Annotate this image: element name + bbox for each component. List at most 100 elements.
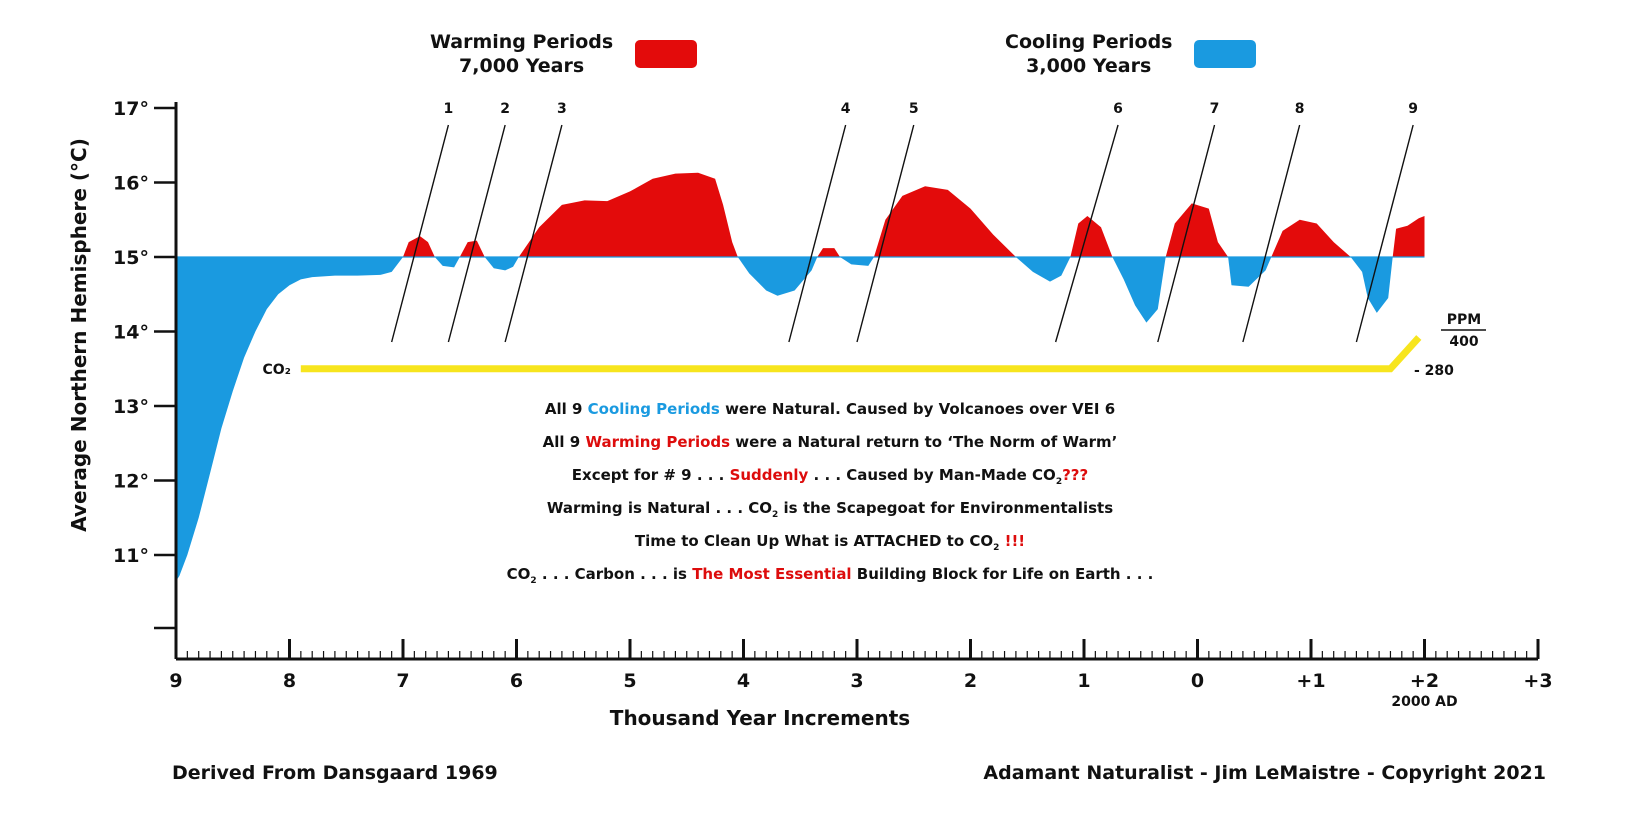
x-tick-label-11: +2: [1410, 670, 1439, 692]
co2-line: [300, 335, 1422, 373]
warming-area-7: [817, 248, 840, 257]
cooling-area-14: [1228, 257, 1272, 287]
marker-line-3: [504, 124, 563, 343]
marker-line-2: [447, 124, 506, 343]
y-tick-label-0: 17°: [113, 98, 149, 120]
annotation-1b: Cooling Periods: [587, 400, 720, 418]
annotation-line-2: All 9 Warming Periods were a Natural ret…: [430, 432, 1230, 452]
annotation-line-1: All 9 Cooling Periods were Natural. Caus…: [430, 399, 1230, 419]
warming-area-17: [1392, 216, 1425, 257]
annotation-2b: Warming Periods: [585, 433, 731, 451]
x-tick-label-0: 9: [169, 670, 182, 692]
marker-label-3: 3: [557, 101, 567, 117]
legend-cooling-swatch: [1194, 40, 1257, 68]
cooling-area-12: [1112, 257, 1166, 323]
x-tick-label-12: +3: [1523, 670, 1552, 692]
legend-cooling-label: Cooling Periods 3,000 Years: [1005, 30, 1172, 78]
x-tick-label-7: 2: [964, 670, 977, 692]
annotation-5b: !!!: [999, 532, 1026, 550]
annotation-2a: All 9: [542, 433, 586, 451]
legend-warming: Warming Periods 7,000 Years: [430, 30, 698, 78]
x-tick-label-1: 8: [283, 670, 296, 692]
y-tick-label-2: 15°: [113, 247, 149, 269]
x-tick-label-5: 4: [737, 670, 750, 692]
cooling-area-0: [176, 257, 403, 582]
cooling-area-2: [434, 257, 460, 268]
annotation-3b: Suddenly: [729, 466, 809, 484]
y-tick-label-5: 12°: [113, 471, 149, 493]
annotation-4a: Warming is Natural . . . CO: [546, 499, 773, 517]
marker-label-5: 5: [909, 101, 919, 117]
y-tick-label-4: 13°: [113, 396, 149, 418]
annotation-6d: Building Block for Life on Earth . . .: [851, 565, 1154, 583]
marker-label-6: 6: [1113, 101, 1123, 117]
annotation-3c: . . . Caused by Man-Made CO: [808, 466, 1056, 484]
marker-label-8: 8: [1295, 101, 1305, 117]
x-tick-label-2: 7: [396, 670, 409, 692]
cooling-area-4: [484, 257, 519, 271]
legend-warming-title: Warming Periods: [430, 31, 614, 53]
y-tick-label-3: 14°: [113, 322, 149, 344]
annotation-3d: ???: [1062, 466, 1089, 484]
annotation-6-sub: 2: [530, 576, 537, 586]
footer-copyright: Adamant Naturalist - Jim LeMaistre - Cop…: [983, 762, 1546, 784]
marker-line-4: [788, 124, 847, 343]
annotation-6a: CO: [506, 565, 531, 583]
marker-label-9: 9: [1408, 101, 1418, 117]
y-tick-label-6: 11°: [113, 545, 149, 567]
co2-label: CO₂: [263, 362, 291, 378]
warming-area-11: [1070, 216, 1113, 257]
marker-line-6: [1054, 124, 1119, 343]
x-note-2000ad: 2000 AD: [1391, 694, 1457, 710]
warming-area-15: [1271, 219, 1351, 257]
cooling-area-6: [737, 257, 818, 296]
annotation-4-sub: 2: [772, 510, 779, 520]
warming-area-1: [403, 236, 435, 257]
period-markers: 1 2 3 4 5 6 7 8 9: [390, 101, 1418, 343]
ppm-label: PPM: [1447, 312, 1481, 328]
x-axis-title: Thousand Year Increments: [610, 706, 910, 730]
annotation-1a: All 9: [544, 400, 588, 418]
marker-line-9: [1355, 124, 1414, 343]
ppm-400-label: 400: [1449, 334, 1478, 350]
legend-cooling-years: 3,000 Years: [1026, 55, 1152, 77]
ppm-280-label: - 280: [1414, 363, 1454, 379]
warming-area-5: [518, 172, 738, 257]
footer-source: Derived From Dansgaard 1969: [172, 762, 498, 784]
annotation-2c: were a Natural return to ‘The Norm of Wa…: [730, 433, 1118, 451]
marker-label-4: 4: [841, 101, 851, 117]
annotation-4b: is the Scapegoat for Environmentalists: [778, 499, 1114, 517]
y-axis-title: Average Northern Hemisphere (°C): [67, 138, 91, 532]
marker-line-7: [1157, 124, 1216, 343]
x-tick-label-9: 0: [1191, 670, 1204, 692]
annotation-line-6: CO2 . . . Carbon . . . is The Most Essen…: [430, 564, 1230, 591]
x-tick-label-4: 5: [623, 670, 636, 692]
marker-line-8: [1242, 124, 1301, 343]
x-tick-label-6: 3: [850, 670, 863, 692]
legend-cooling-title: Cooling Periods: [1005, 31, 1173, 53]
y-tick-label-1: 16°: [113, 173, 149, 195]
co2-series: CO₂ PPM 400 - 280: [263, 312, 1486, 379]
annotation-3a: Except for # 9 . . .: [571, 466, 730, 484]
warming-area-9: [874, 186, 1016, 257]
marker-label-7: 7: [1210, 101, 1220, 117]
marker-label-2: 2: [500, 101, 510, 117]
annotation-line-3: Except for # 9 . . . Suddenly . . . Caus…: [430, 465, 1230, 492]
legend-cooling: Cooling Periods 3,000 Years: [1005, 30, 1257, 78]
marker-line-5: [856, 124, 915, 343]
temperature-areas: [176, 172, 1425, 582]
annotation-6b: . . . Carbon . . . is: [536, 565, 693, 583]
annotation-line-5: Time to Clean Up What is ATTACHED to CO2…: [430, 531, 1230, 558]
x-tick-label-3: 6: [510, 670, 523, 692]
annotation-line-4: Warming is Natural . . . CO2 is the Scap…: [430, 498, 1230, 525]
legend-warming-years: 7,000 Years: [459, 55, 585, 77]
legend-warming-label: Warming Periods 7,000 Years: [430, 30, 613, 78]
annotation-1c: were Natural. Caused by Volcanoes over V…: [719, 400, 1116, 418]
warming-area-13: [1165, 203, 1229, 257]
annotation-5a: Time to Clean Up What is ATTACHED to CO: [634, 532, 994, 550]
axes: 17° 16° 15° 14° 13° 12° 11° 9 8 7 6 5 4 3 2 1 0 +1 +2 +3 200…: [67, 98, 1553, 730]
annotation-3-sub: 2: [1055, 477, 1063, 487]
x-tick-label-10: +1: [1296, 670, 1325, 692]
annotation-5-sub: 2: [993, 543, 1000, 553]
